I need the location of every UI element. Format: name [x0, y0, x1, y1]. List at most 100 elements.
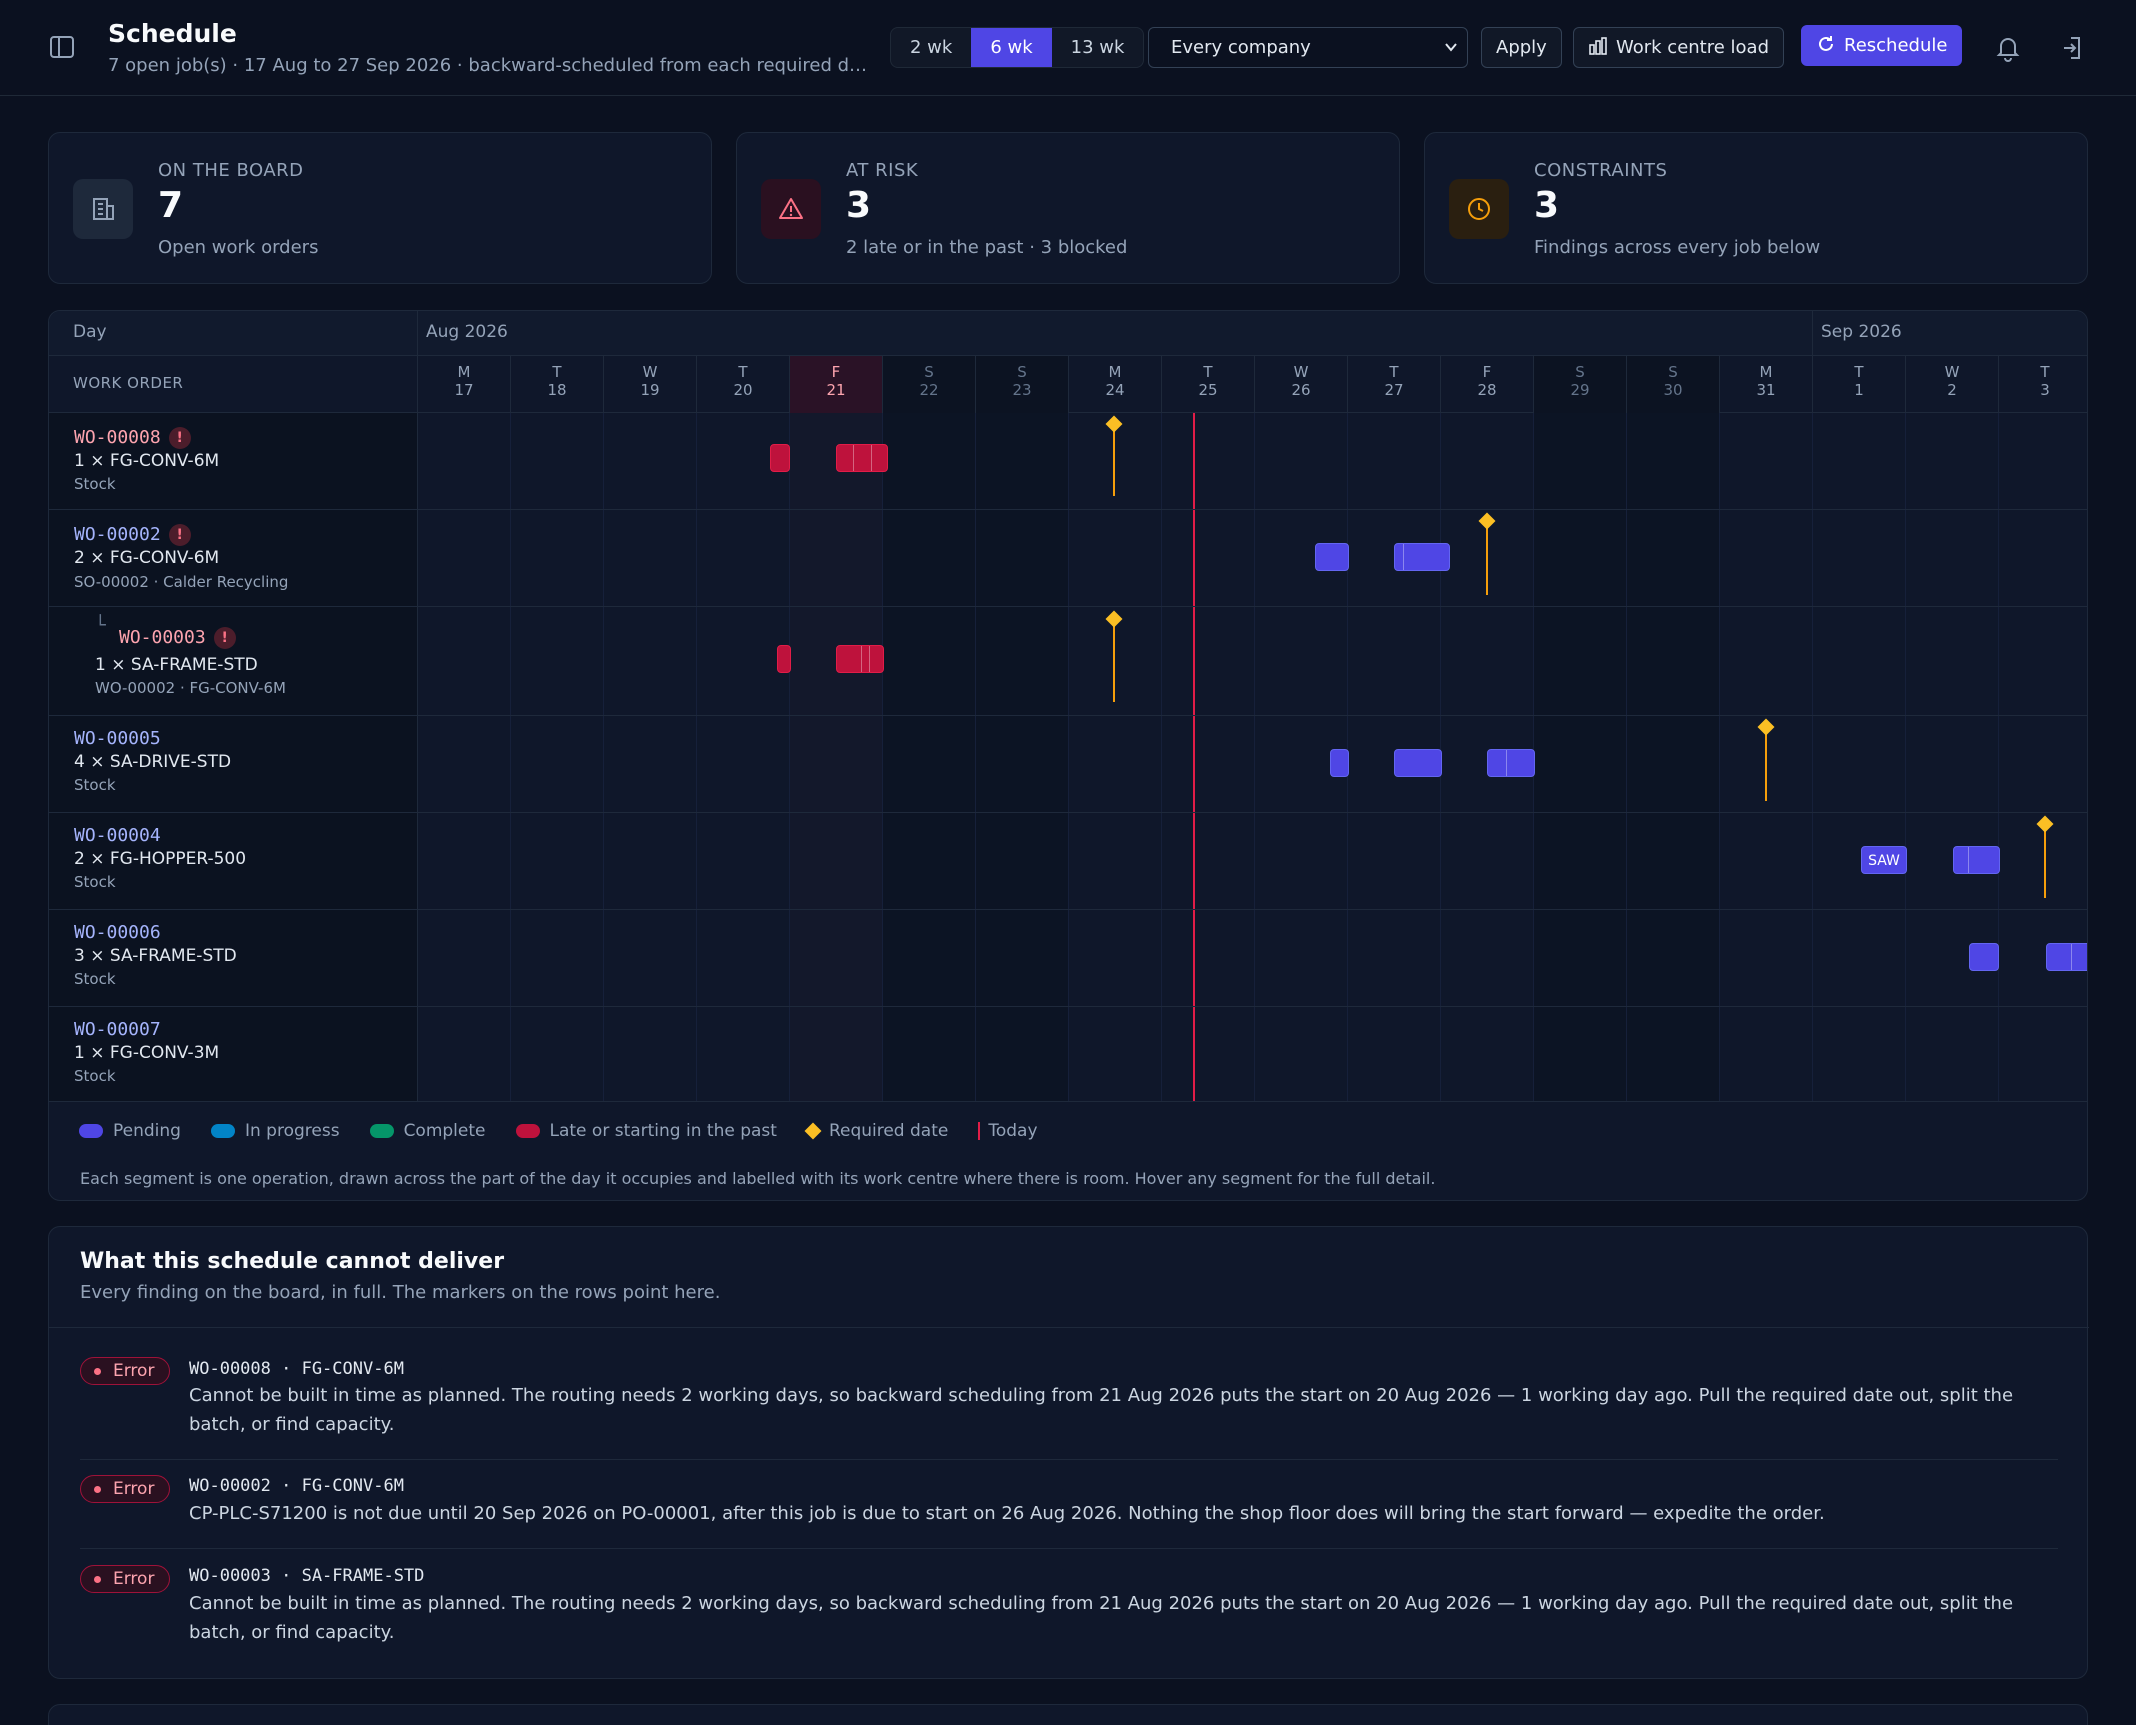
wo-link[interactable]: WO-00008! — [74, 427, 191, 449]
sign-out-icon[interactable] — [2059, 33, 2089, 63]
finding-item: Error WO-00002 · FG-CONV-6M CP-PLC-S7120… — [80, 1459, 2058, 1549]
operation-segment[interactable] — [777, 645, 791, 673]
finding-ref[interactable]: WO-00008 · FG-CONV-6M — [189, 1359, 404, 1379]
required-date-marker[interactable] — [1478, 512, 1496, 595]
gantt-row[interactable]: WO-00007 1 × FG-CONV-3M Stock — [49, 1007, 2087, 1101]
findings-title: What this schedule cannot deliver — [80, 1249, 505, 1274]
operation-segment[interactable] — [1394, 543, 1450, 571]
range-6wk[interactable]: 6 wk — [971, 28, 1052, 67]
day-column — [975, 413, 1068, 1101]
day-header-cell: S 23 — [975, 356, 1068, 413]
reschedule-label: Reschedule — [1844, 35, 1948, 56]
sidebar-toggle-icon[interactable] — [46, 34, 78, 60]
day-column — [1626, 413, 1719, 1101]
range-toggle: 2 wk 6 wk 13 wk — [890, 27, 1145, 68]
row-label: WO-00007 1 × FG-CONV-3M Stock — [49, 1007, 417, 1101]
today-line — [1193, 413, 1195, 1101]
legend-note: Each segment is one operation, drawn acr… — [80, 1169, 1436, 1188]
day-header-cell: S 30 — [1626, 356, 1719, 413]
building-icon — [73, 179, 133, 239]
operation-segment[interactable] — [1315, 543, 1349, 571]
gantt-grid — [417, 413, 2087, 1101]
gantt-row[interactable]: └ WO-00003! 1 × SA-FRAME-STD WO-00002 · … — [49, 607, 2087, 716]
day-header-cell: S 22 — [882, 356, 975, 413]
finding-message: Cannot be built in time as planned. The … — [189, 1385, 2014, 1435]
day-column — [1068, 413, 1161, 1101]
company-select[interactable]: Every company — [1148, 27, 1468, 68]
operation-segment[interactable] — [836, 645, 884, 673]
operation-segment[interactable] — [1394, 749, 1442, 777]
gantt-row[interactable]: WO-00002! 2 × FG-CONV-6M SO-00002 · Cald… — [49, 510, 2087, 607]
gantt-row[interactable]: WO-00008! 1 × FG-CONV-6M Stock — [49, 413, 2087, 510]
finding-ref[interactable]: WO-00003 · SA-FRAME-STD — [189, 1566, 425, 1586]
apply-button[interactable]: Apply — [1481, 27, 1562, 68]
kpi-value: 3 — [846, 185, 872, 226]
operation-segment-saw[interactable]: SAW — [1861, 846, 1907, 874]
gantt-legend: Pending In progress Complete Late or sta… — [49, 1101, 2087, 1200]
kpi-at-risk: At risk 3 2 late or in the past · 3 bloc… — [736, 132, 1400, 284]
finding-flag[interactable]: ! — [168, 427, 191, 449]
gantt-row[interactable]: WO-00004 2 × FG-HOPPER-500 Stock SAW — [49, 813, 2087, 910]
month-header: Day Aug 2026 Sep 2026 — [49, 311, 2087, 356]
day-header: WORK ORDER M 17 T 18 W 19 T 20 F 21 S 22 S 23 M 24 T 25 W 2… — [49, 356, 2087, 413]
operation-segment[interactable] — [1330, 749, 1349, 777]
finding-flag[interactable]: ! — [168, 524, 191, 546]
wo-link[interactable]: WO-00002! — [74, 524, 191, 546]
day-header-cell: T 25 — [1161, 356, 1254, 413]
wo-link[interactable]: WO-00003! — [119, 627, 236, 649]
finding-message: Cannot be built in time as planned. The … — [189, 1593, 2014, 1643]
kpi-sub: Open work orders — [158, 237, 319, 258]
bell-icon[interactable] — [1993, 33, 2023, 63]
finding-message: CP-PLC-S71200 is not due until 20 Sep 20… — [189, 1503, 1825, 1524]
row-source: WO-00002 · FG-CONV-6M — [95, 679, 286, 697]
month-label: Aug 2026 — [426, 322, 508, 342]
finding-flag[interactable]: ! — [213, 627, 236, 649]
kpi-label: At risk — [846, 160, 919, 181]
wo-link[interactable]: WO-00005 — [74, 728, 161, 749]
month-label: Sep 2026 — [1821, 322, 1902, 342]
legend-pending: Pending — [79, 1121, 181, 1141]
wo-link[interactable]: WO-00007 — [74, 1019, 161, 1040]
day-column — [1254, 413, 1347, 1101]
operation-segment[interactable] — [2046, 943, 2087, 971]
range-2wk[interactable]: 2 wk — [910, 37, 953, 58]
day-column — [510, 413, 603, 1101]
operation-segment[interactable] — [770, 444, 790, 472]
finding-ref[interactable]: WO-00002 · FG-CONV-6M — [189, 1476, 404, 1496]
label-column-divider — [417, 311, 418, 1101]
row-label: WO-00002! 2 × FG-CONV-6M SO-00002 · Cald… — [49, 510, 417, 606]
operation-segment[interactable] — [1953, 846, 2000, 874]
row-qty: 2 × FG-CONV-6M — [74, 548, 220, 568]
gantt-row[interactable]: WO-00005 4 × SA-DRIVE-STD Stock — [49, 716, 2087, 813]
operation-segment[interactable] — [836, 444, 888, 472]
required-date-marker[interactable] — [1105, 415, 1123, 496]
day-header-cell: M 17 — [417, 356, 510, 413]
day-column — [1998, 413, 2087, 1101]
required-date-marker[interactable] — [1757, 718, 1775, 801]
row-qty: 2 × FG-HOPPER-500 — [74, 849, 247, 869]
range-13wk[interactable]: 13 wk — [1070, 37, 1125, 58]
wo-link[interactable]: WO-00004 — [74, 825, 161, 846]
schedule-gantt: Day Aug 2026 Sep 2026 WORK ORDER M 17 T 18 W… — [48, 310, 2088, 1201]
day-header-cell: W 26 — [1254, 356, 1347, 413]
required-date-marker[interactable] — [2036, 815, 2054, 898]
required-date-marker[interactable] — [1105, 610, 1123, 702]
day-header-cell: S 29 — [1533, 356, 1626, 413]
day-header-cell: T 18 — [510, 356, 603, 413]
gantt-row[interactable]: WO-00006 3 × SA-FRAME-STD Stock — [49, 910, 2087, 1007]
legend-today: Today — [978, 1121, 1038, 1141]
legend-in-progress: In progress — [210, 1121, 340, 1141]
page-subtitle: 7 open job(s) · 17 Aug to 27 Sep 2026 · … — [108, 55, 868, 76]
operation-segment[interactable] — [1969, 943, 1999, 971]
wo-link[interactable]: WO-00006 — [74, 922, 161, 943]
day-column — [696, 413, 789, 1101]
day-header-cell: W 19 — [603, 356, 696, 413]
day-header-cell: T 20 — [696, 356, 789, 413]
kpi-constraints: Constraints 3 Findings across every job … — [1424, 132, 2088, 284]
operation-segment[interactable] — [1487, 749, 1535, 777]
reschedule-button[interactable]: Reschedule — [1801, 25, 1963, 66]
work-centre-load-label: Work centre load — [1616, 37, 1770, 58]
work-centre-load-button[interactable]: Work centre load — [1573, 27, 1785, 68]
chevron-down-icon — [1443, 28, 1459, 81]
